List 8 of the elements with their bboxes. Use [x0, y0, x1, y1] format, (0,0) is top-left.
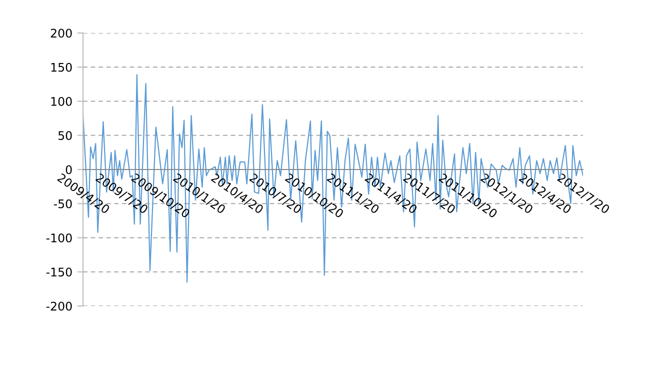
y-tick-label: 100 [51, 96, 72, 106]
y-tick-label: -100 [46, 233, 72, 242]
y-tick-label: -150 [46, 268, 72, 277]
y-tick-label: 50 [58, 131, 72, 140]
y-tick-label: 200 [50, 28, 72, 38]
y-tick-label: 150 [51, 62, 72, 72]
y-tick-label: -200 [46, 302, 72, 311]
y-tick-label: 0 [66, 165, 72, 174]
